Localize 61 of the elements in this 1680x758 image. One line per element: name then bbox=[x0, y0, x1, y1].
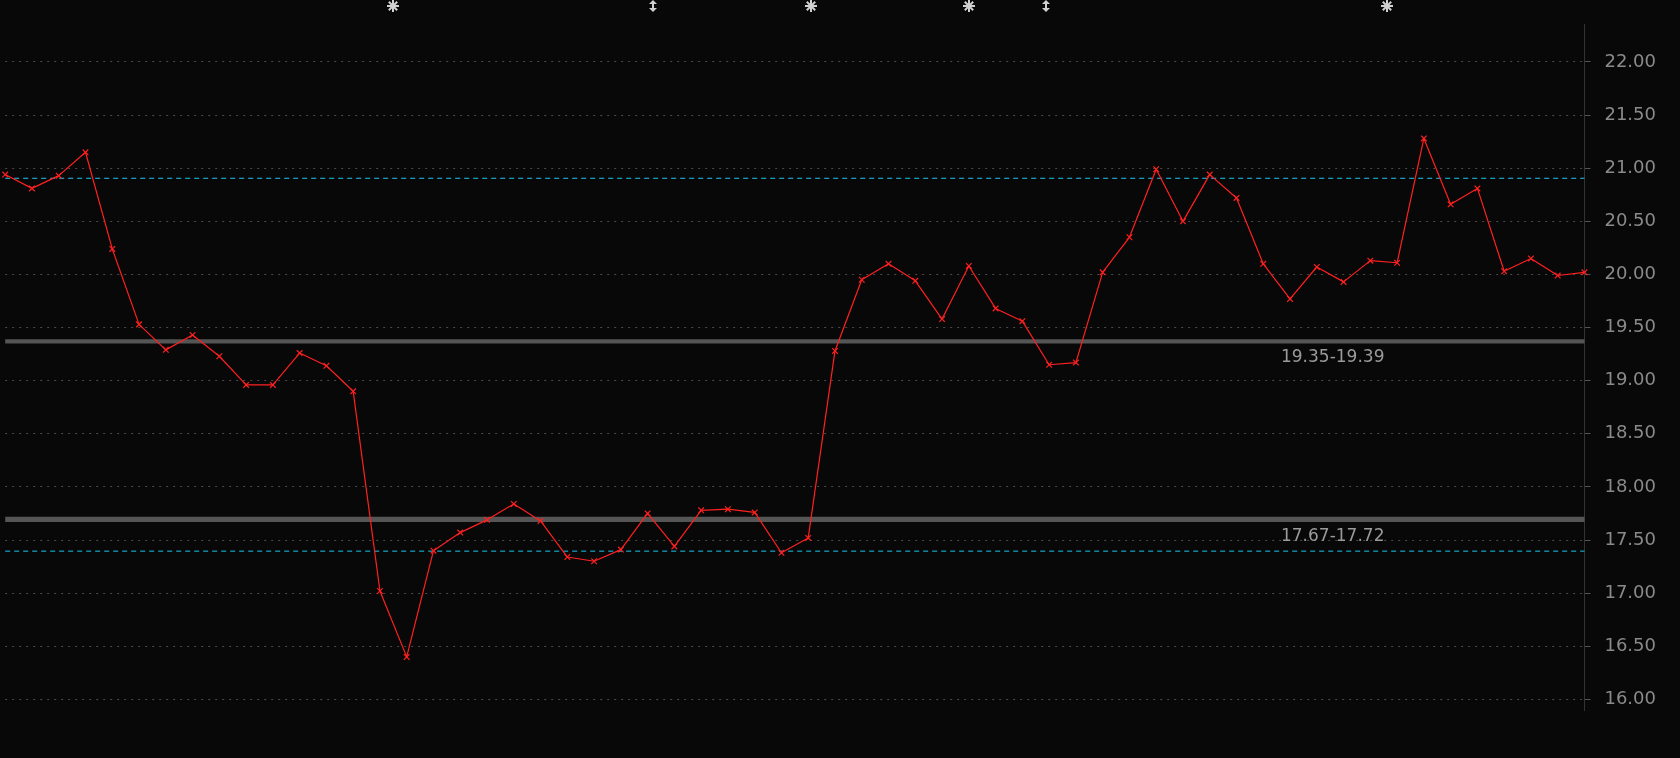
point bbox=[456, 529, 464, 537]
point bbox=[1313, 263, 1321, 271]
y-tick-label: 20.00 bbox=[1604, 262, 1656, 284]
y-tick-label: 20.50 bbox=[1604, 209, 1656, 230]
point bbox=[1554, 272, 1562, 279]
point bbox=[135, 320, 143, 328]
point bbox=[563, 553, 571, 561]
point bbox=[778, 549, 785, 557]
point bbox=[322, 362, 330, 370]
point bbox=[1152, 165, 1160, 173]
point bbox=[28, 184, 36, 192]
y-tick-label: 18.50 bbox=[1604, 421, 1656, 443]
point bbox=[403, 653, 411, 661]
y-tick-label: 21.50 bbox=[1604, 102, 1656, 124]
y-tick-label: 17.00 bbox=[1604, 580, 1656, 602]
point bbox=[1045, 361, 1053, 369]
point bbox=[1420, 135, 1428, 142]
point bbox=[537, 517, 544, 525]
point bbox=[1286, 295, 1294, 303]
point bbox=[885, 260, 892, 268]
point bbox=[483, 516, 491, 524]
point bbox=[430, 547, 437, 555]
y-tick-label: 19.00 bbox=[1604, 368, 1656, 390]
point bbox=[617, 546, 625, 554]
point bbox=[1018, 317, 1026, 325]
point bbox=[1206, 171, 1214, 179]
point bbox=[697, 506, 705, 514]
point bbox=[82, 148, 89, 156]
point bbox=[965, 262, 973, 270]
point bbox=[1581, 268, 1588, 276]
y-tick-label: 16.00 bbox=[1604, 687, 1656, 709]
point bbox=[296, 349, 304, 357]
point bbox=[510, 500, 518, 508]
point bbox=[724, 505, 732, 513]
band-label: 19.35-19.39 bbox=[1280, 346, 1385, 367]
point bbox=[1340, 278, 1347, 286]
point bbox=[189, 331, 196, 339]
point bbox=[1233, 194, 1240, 202]
point bbox=[590, 557, 598, 565]
y-tick-label: 21.00 bbox=[1604, 155, 1656, 177]
point bbox=[215, 352, 223, 360]
point bbox=[1126, 233, 1133, 241]
y-tick-label: 16.50 bbox=[1604, 633, 1656, 655]
y-tick-label: 22.00 bbox=[1604, 49, 1656, 71]
point bbox=[751, 508, 759, 516]
point bbox=[1072, 359, 1080, 367]
point bbox=[55, 172, 63, 180]
point bbox=[1, 171, 9, 179]
point bbox=[1500, 267, 1508, 275]
point bbox=[1527, 255, 1535, 262]
y-tick-label: 18.00 bbox=[1604, 474, 1656, 496]
y-tick-label: 19.50 bbox=[1604, 315, 1656, 337]
y-tick-label: 17.50 bbox=[1604, 527, 1656, 549]
point bbox=[804, 534, 812, 542]
point bbox=[349, 387, 357, 395]
point bbox=[1393, 259, 1401, 267]
point bbox=[108, 245, 116, 253]
point bbox=[911, 277, 919, 285]
point bbox=[1179, 217, 1187, 225]
band-label: 17.67-17.72 bbox=[1280, 524, 1385, 545]
point bbox=[1259, 260, 1267, 268]
